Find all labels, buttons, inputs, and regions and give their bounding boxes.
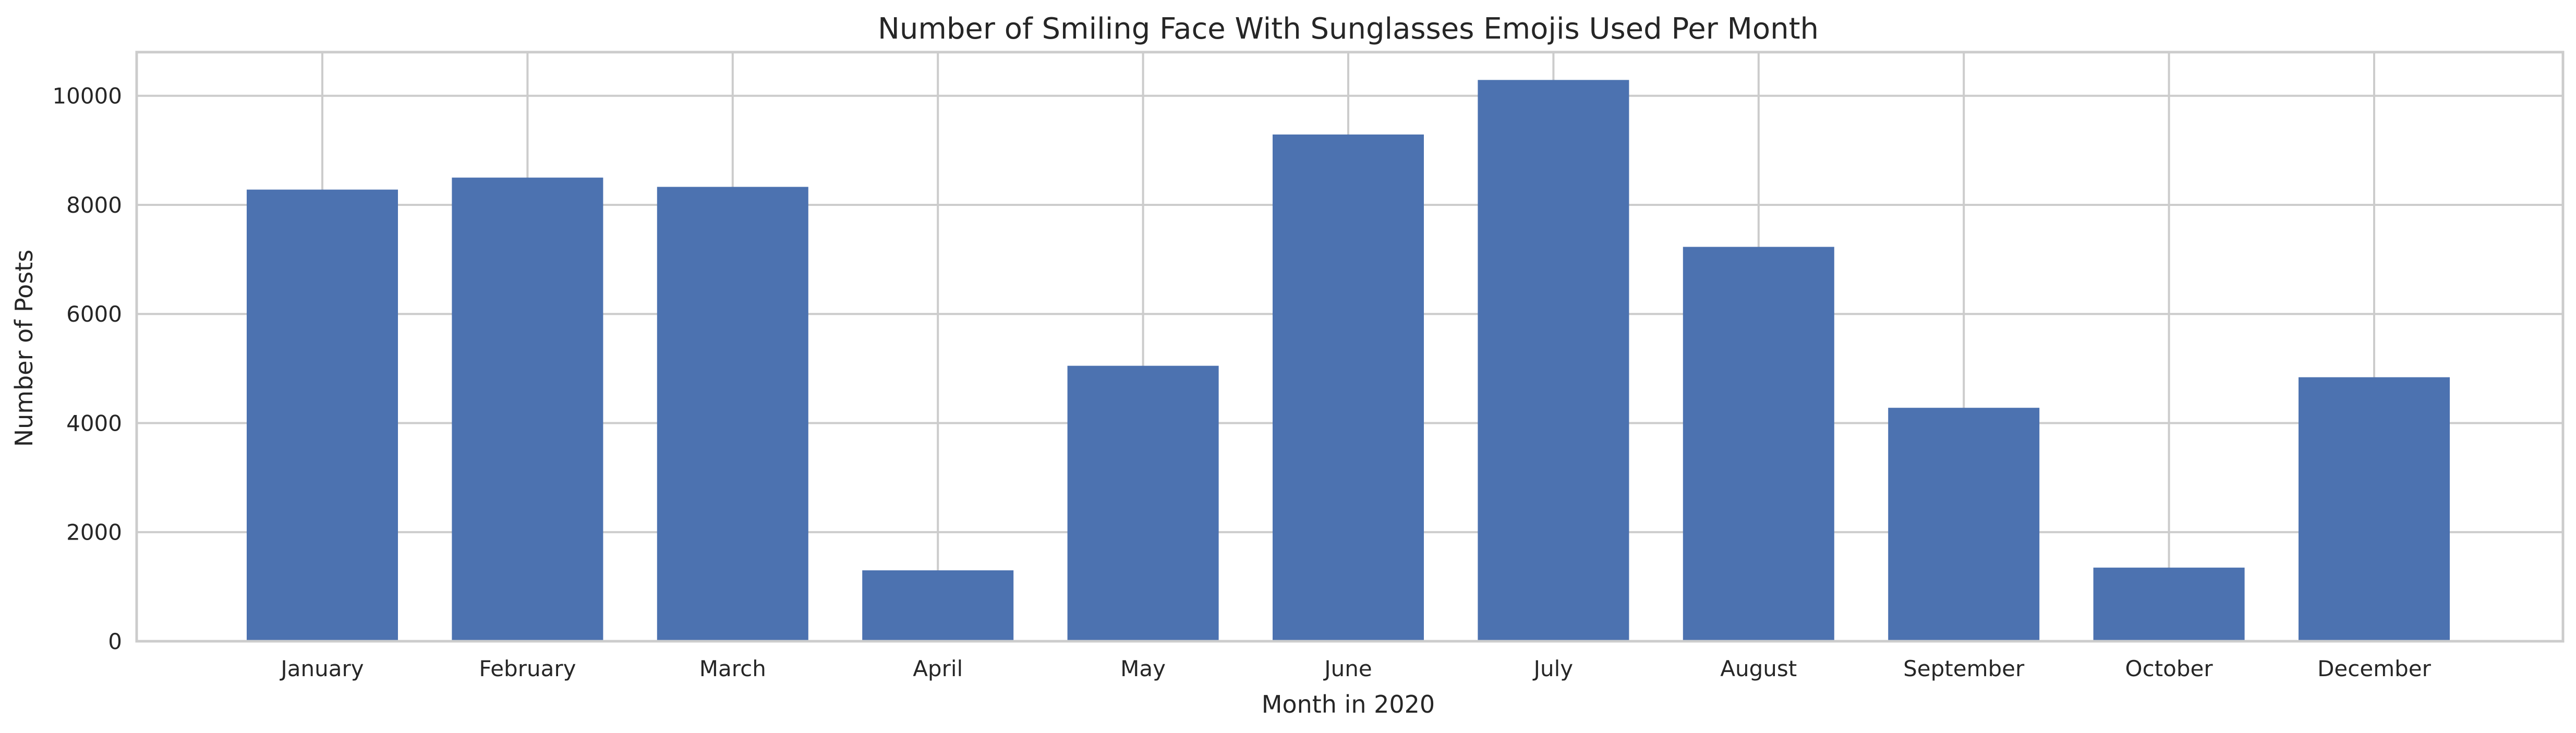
x-tick-label: August [1720,656,1797,681]
bar-may [1067,365,1219,641]
x-tick-label: May [1120,656,1166,681]
x-tick-labels: January February March April May June July Augu… [279,656,2431,681]
bar-august [1683,247,1834,641]
y-tick-label: 10000 [52,83,122,109]
bar-october [2093,567,2245,641]
chart-title: Number of Smiling Face With Sunglasses E… [878,12,1819,46]
x-tick-label: April [913,656,963,681]
x-tick-label: December [2317,656,2432,681]
x-tick-label: July [1532,656,1574,681]
bar-layer [247,80,2450,642]
bar-june [1273,134,1424,642]
x-tick-label: October [2125,656,2214,681]
y-tick-label: 8000 [66,192,122,218]
x-tick-label: March [699,656,766,681]
x-tick-label: January [279,656,364,681]
x-axis-label: Month in 2020 [1262,690,1435,718]
y-tick-label: 4000 [66,410,122,436]
bar-february [452,177,603,641]
y-tick-label: 2000 [66,520,122,545]
y-tick-labels: 0 2000 4000 6000 8000 10000 [52,83,122,654]
y-tick-label: 0 [108,629,122,654]
bar-march [657,187,808,641]
y-axis-label: Number of Posts [10,250,38,447]
bar-january [247,189,398,642]
plot-frame [135,51,2565,643]
x-tick-label: September [1903,656,2025,681]
y-tick-label: 6000 [66,301,122,327]
bar-april [862,570,1014,641]
bar-september [1888,408,2040,641]
bar-july [1478,80,1629,642]
x-tick-label: June [1323,656,1372,681]
bar-december [2299,377,2450,641]
x-tick-label: February [479,656,576,681]
